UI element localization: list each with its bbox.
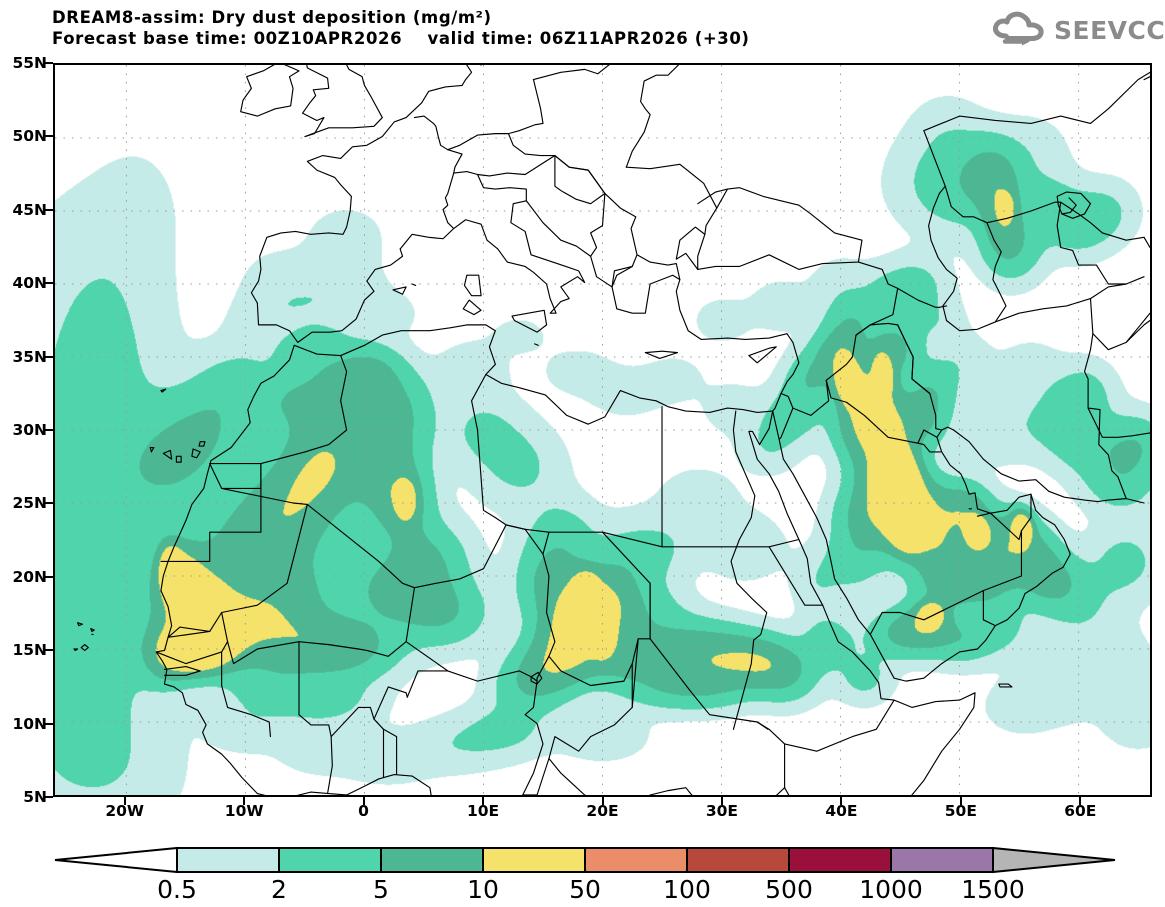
y-axis-tick [45, 62, 53, 64]
y-axis-tick [45, 649, 53, 652]
colorbar-tick-label: 500 [765, 875, 813, 904]
x-axis-tick-label: 50E [944, 802, 977, 820]
y-axis-tick [45, 282, 53, 285]
y-axis-tick-label: 40N [12, 274, 47, 293]
logo-text: SEEVCCC [1054, 15, 1165, 45]
colorbar-swatches [54, 846, 1116, 874]
y-axis-tick-label: 55N [12, 54, 47, 72]
colorbar-tick-label: 100 [663, 875, 711, 904]
y-axis-tick [45, 722, 53, 725]
gridlines [55, 65, 1150, 795]
x-axis-tick [482, 797, 485, 805]
y-axis-tick-label: 5N [23, 788, 47, 806]
coastlines-and-borders [73, 65, 1150, 795]
x-axis-tick [123, 797, 126, 805]
y-axis-tick-label: 15N [12, 641, 47, 660]
x-axis-tick-label: 20E [586, 802, 619, 820]
x-axis-tick-label: 30E [705, 802, 739, 820]
y-axis-tick-label: 20N [12, 567, 47, 586]
x-axis-tick-label: 0 [358, 802, 369, 820]
y-axis-tick-label: 35N [12, 347, 47, 366]
y-axis-tick [45, 429, 53, 431]
y-axis-tick [45, 502, 53, 505]
y-axis-tick-label: 25N [12, 494, 47, 513]
seevccc-logo: SEEVCCC [992, 10, 1165, 50]
colorbar-tick-label: 2 [271, 875, 287, 904]
x-axis-tick [1079, 797, 1082, 805]
colorbar[interactable]: 0.5 2 5 10 50 100 500 1000 1500 [0, 843, 1165, 907]
colorbar-tick-label: 50 [569, 875, 601, 904]
colorbar-tick-label: 5 [373, 875, 389, 904]
y-axis-tick-label: 45N [12, 200, 47, 219]
x-axis-tick [601, 797, 604, 805]
colorbar-tick-label: 1500 [961, 875, 1025, 904]
y-axis-tick-label: 50N [12, 127, 47, 146]
x-axis-tick-label: 10E [466, 802, 500, 820]
x-axis-tick-label: 40E [825, 802, 858, 820]
y-axis-tick [45, 208, 53, 211]
y-axis-tick [45, 355, 53, 358]
x-axis-tick [840, 797, 843, 805]
chart-header: DREAM8-assim: Dry dust deposition (mg/m²… [0, 0, 1165, 60]
y-axis-tick [45, 575, 53, 578]
map-overlay [55, 65, 1150, 795]
forecast-time-subtitle: Forecast base time: 00Z10APR2026 valid t… [52, 29, 750, 48]
page-title: DREAM8-assim: Dry dust deposition (mg/m²… [52, 8, 492, 27]
x-axis-tick [720, 797, 723, 805]
y-axis-tick [45, 135, 53, 138]
y-axis-tick-label: 30N [12, 421, 47, 439]
cloud-wind-icon [992, 10, 1048, 50]
colorbar-tick-label: 1000 [859, 875, 923, 904]
colorbar-tick-label: 10 [467, 875, 499, 904]
x-axis-tick [959, 797, 962, 805]
y-axis-tick [45, 796, 53, 798]
dust-deposition-map[interactable] [53, 63, 1152, 797]
x-axis-tick-label: 60E [1064, 802, 1097, 820]
x-axis-tick-label: 20W [105, 802, 145, 820]
x-axis-tick-label: 10W [224, 802, 264, 820]
colorbar-tick-label: 0.5 [157, 875, 197, 904]
x-axis-tick [243, 797, 246, 805]
y-axis-tick-label: 10N [12, 714, 47, 733]
x-axis-tick [362, 797, 365, 805]
